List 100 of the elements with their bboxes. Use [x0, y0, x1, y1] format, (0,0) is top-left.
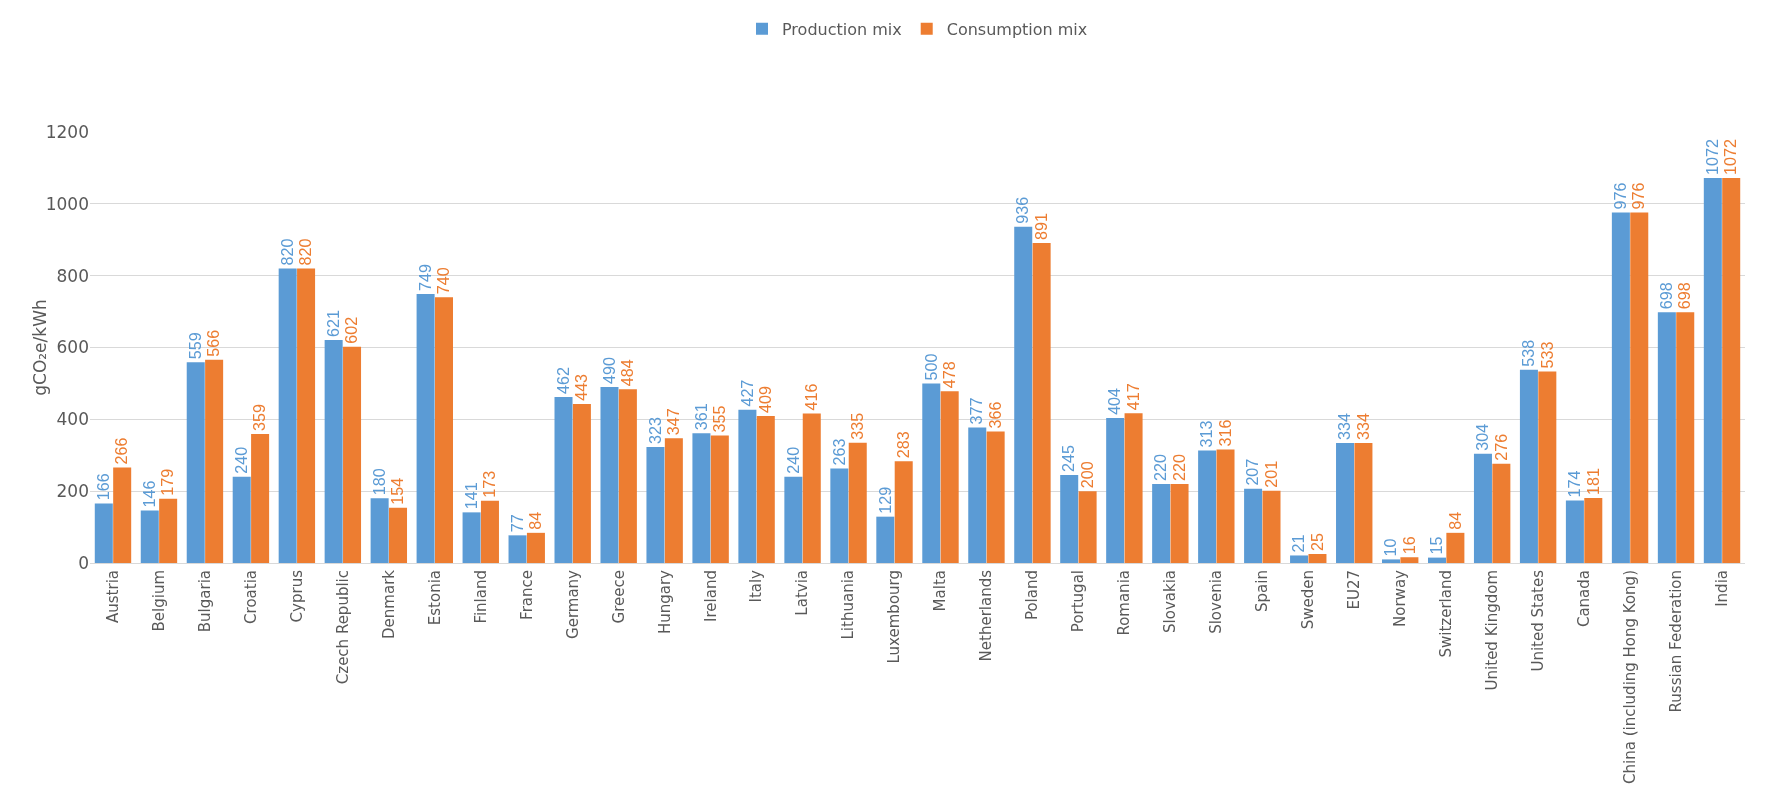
bar	[1124, 413, 1143, 563]
data-label: 181	[1583, 467, 1602, 495]
x-tick-label: Bulgaria	[195, 570, 214, 633]
data-label: 538	[1519, 339, 1538, 367]
x-tick-label: Spain	[1253, 570, 1272, 612]
bar	[1244, 488, 1263, 563]
bar	[1519, 369, 1538, 563]
data-label: 323	[645, 416, 664, 444]
x-tick-label: Switzerland	[1437, 570, 1456, 658]
data-label: 621	[323, 309, 342, 337]
bar	[508, 535, 527, 563]
data-label: 409	[756, 386, 775, 414]
x-tick-label: Czech Republic	[333, 570, 352, 685]
y-tick-label: 200	[56, 481, 89, 502]
data-label: 478	[939, 361, 958, 389]
x-tick-label: India	[1712, 570, 1731, 607]
bar	[1446, 532, 1465, 563]
data-label: 366	[985, 401, 1004, 429]
bar	[1290, 555, 1309, 563]
bar	[113, 467, 132, 563]
data-label: 740	[434, 267, 453, 295]
data-label: 359	[250, 404, 269, 432]
data-label: 15	[1427, 536, 1446, 555]
bar	[1078, 491, 1097, 563]
bar	[324, 339, 343, 563]
bar	[876, 516, 895, 563]
data-label: 490	[599, 357, 618, 384]
legend-label: Production mix	[782, 19, 902, 39]
data-label: 936	[1013, 196, 1032, 224]
x-tick-label: China (including Hong Kong)	[1620, 570, 1639, 784]
bar	[159, 498, 178, 563]
bar	[1262, 490, 1281, 563]
data-label: 500	[921, 353, 940, 381]
y-tick-label: 400	[56, 409, 89, 430]
bar	[830, 468, 849, 563]
bar	[278, 268, 297, 563]
bar	[94, 503, 113, 563]
data-label: 84	[1445, 511, 1464, 530]
bar	[1336, 443, 1355, 563]
bar	[646, 446, 665, 563]
data-label: 276	[1491, 433, 1510, 461]
x-tick-label: Russian Federation	[1666, 570, 1685, 713]
bar	[922, 383, 941, 563]
x-tick-label: Portugal	[1069, 570, 1088, 633]
x-tick-label: Canada	[1574, 570, 1593, 628]
bar	[1400, 557, 1419, 563]
bar	[600, 387, 619, 563]
data-label: 698	[1675, 282, 1694, 310]
data-label: 166	[94, 473, 113, 501]
x-tick-label: Belgium	[149, 570, 168, 632]
bar	[1630, 212, 1649, 563]
x-tick-label: United Kingdom	[1483, 570, 1502, 691]
x-tick-label: Ireland	[701, 570, 720, 622]
data-label: 377	[967, 397, 986, 425]
data-label: 220	[1169, 453, 1188, 481]
bar	[434, 297, 453, 563]
bar	[986, 431, 1005, 563]
x-tick-label: Slovenia	[1207, 570, 1226, 634]
data-label: 820	[296, 238, 315, 266]
data-label: 484	[618, 359, 637, 387]
x-tick-label: Austria	[103, 570, 122, 623]
data-label: 976	[1611, 182, 1630, 210]
data-label: 263	[829, 438, 848, 466]
bar	[1106, 417, 1125, 563]
data-label: 316	[1215, 419, 1234, 447]
bar	[1216, 449, 1235, 563]
bar	[1427, 557, 1446, 563]
data-label: 566	[204, 329, 223, 357]
x-tick-label: Finland	[471, 570, 490, 624]
bar	[1308, 554, 1327, 563]
data-label: 283	[893, 431, 912, 459]
data-label: 334	[1353, 413, 1372, 441]
x-tick-label: United States	[1529, 569, 1548, 672]
data-label: 313	[1197, 420, 1216, 448]
bar	[1382, 559, 1401, 563]
data-label: 179	[158, 468, 177, 496]
data-label: 533	[1537, 341, 1556, 369]
x-tick-label: Romania	[1115, 570, 1134, 636]
bar	[462, 512, 481, 563]
data-label: 129	[875, 486, 894, 514]
data-label: 154	[388, 477, 407, 505]
x-tick-label: Luxembourg	[885, 570, 904, 664]
bar	[1354, 443, 1373, 563]
x-tick-label: Greece	[609, 570, 628, 624]
data-label: 180	[369, 468, 388, 496]
data-label: 1072	[1721, 138, 1740, 175]
bar	[710, 435, 729, 563]
bar	[140, 510, 159, 563]
data-label: 201	[1261, 460, 1280, 488]
x-tick-label: Hungary	[655, 569, 674, 635]
data-label: 559	[185, 332, 204, 360]
bar	[1611, 212, 1630, 563]
x-tick-label: Slovakia	[1161, 570, 1180, 633]
data-label: 355	[710, 405, 729, 433]
bar	[572, 403, 591, 563]
x-tick-label: Estonia	[425, 570, 444, 626]
bar	[1473, 453, 1492, 563]
x-tick-label: Germany	[563, 569, 582, 639]
y-axis-title: gCO₂e/kWh	[30, 299, 50, 396]
data-label: 77	[507, 514, 526, 533]
